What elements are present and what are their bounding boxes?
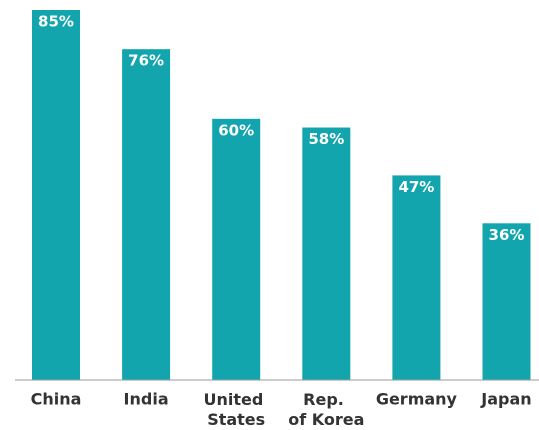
value-label: 36% (489, 226, 525, 244)
category-line: Rep. (303, 390, 349, 409)
bar (212, 118, 261, 380)
value-label: 60% (218, 121, 254, 139)
category-label: Japan (480, 390, 531, 409)
category-label: United States (204, 390, 269, 429)
bar (302, 127, 351, 380)
category-label: China (31, 390, 82, 409)
bar (122, 49, 171, 380)
category-label: Rep. of Korea (288, 390, 364, 429)
category-label: Germany (376, 390, 458, 409)
category-line: United (204, 390, 269, 409)
bar (392, 175, 441, 380)
value-label: 58% (308, 130, 344, 148)
category-line: States (207, 410, 265, 429)
value-label: 47% (398, 178, 434, 196)
category-label: India (124, 390, 169, 409)
category-line: of Korea (288, 410, 364, 429)
bar (482, 223, 531, 380)
value-label: 85% (38, 13, 74, 31)
bar (32, 10, 80, 380)
value-label: 76% (128, 52, 164, 70)
